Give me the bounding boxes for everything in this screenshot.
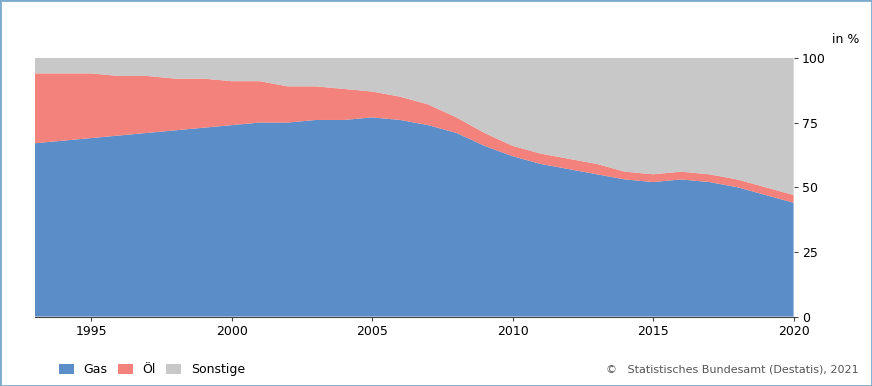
Legend: Gas, Öl, Sonstige: Gas, Öl, Sonstige [58, 363, 245, 376]
Text: ©   Statistisches Bundesamt (Destatis), 2021: © Statistisches Bundesamt (Destatis), 20… [606, 364, 859, 374]
Text: in %: in % [832, 33, 859, 46]
